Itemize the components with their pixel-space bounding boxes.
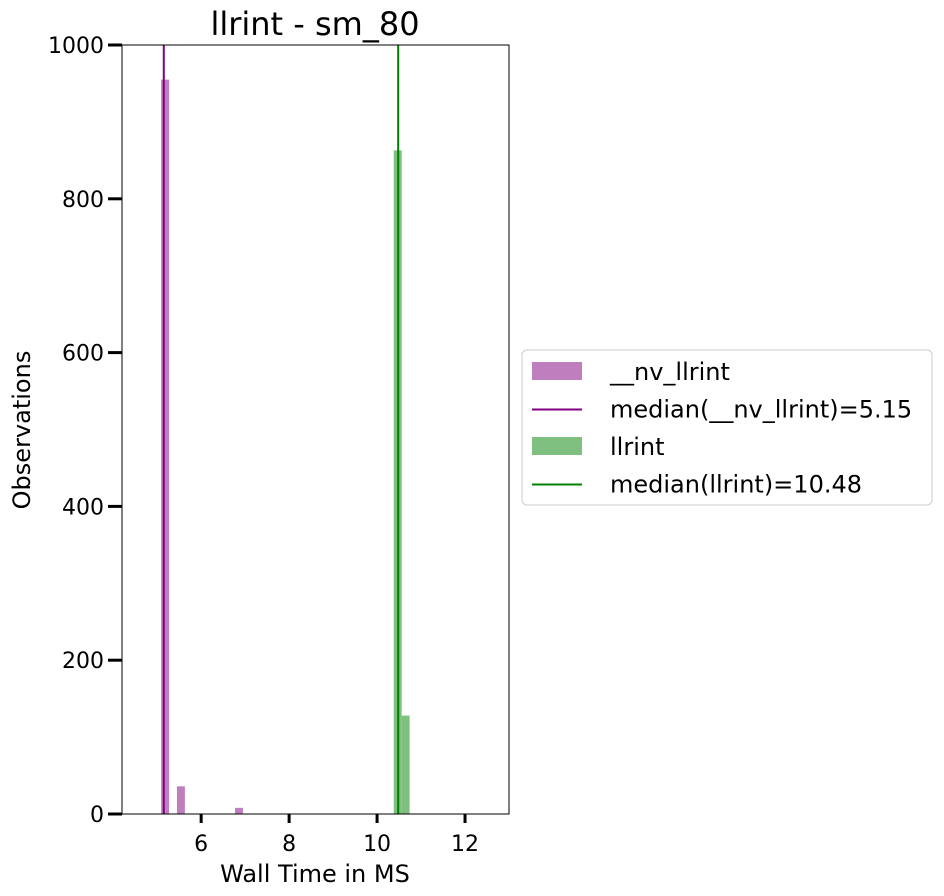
histogram-bar-nv-llrint bbox=[161, 79, 170, 815]
legend-label: llrint bbox=[610, 433, 665, 461]
x-tick-label: 10 bbox=[363, 832, 391, 857]
histogram-bar-nv-llrint bbox=[176, 786, 185, 814]
plot-frame bbox=[121, 44, 510, 815]
legend-label: __nv_llrint bbox=[609, 358, 730, 386]
y-tick-label: 200 bbox=[62, 649, 104, 674]
x-tick-label: 12 bbox=[451, 832, 479, 857]
x-axis-label: Wall Time in MS bbox=[220, 860, 410, 888]
y-tick-label: 400 bbox=[62, 495, 104, 520]
histogram-bar-nv-llrint bbox=[235, 807, 243, 814]
y-tick-label: 1000 bbox=[48, 34, 104, 59]
legend: __nv_llrint median(__nv_llrint)=5.15llrin… bbox=[521, 349, 933, 506]
y-tick-label: 0 bbox=[90, 803, 104, 828]
legend-swatch bbox=[532, 362, 582, 380]
plot-area bbox=[161, 45, 410, 815]
legend-swatch bbox=[532, 437, 582, 455]
legend-box bbox=[521, 349, 933, 506]
y-tick-label: 600 bbox=[62, 342, 104, 367]
y-axis: 0 200 400 600 800 1000 bbox=[48, 34, 122, 828]
legend-label: median(__nv_llrint)=5.15 bbox=[610, 396, 912, 424]
histogram-bar-llrint bbox=[401, 715, 410, 814]
legend-label: median(llrint)=10.48 bbox=[610, 471, 862, 499]
y-axis-label: Observations bbox=[8, 351, 36, 510]
x-tick-label: 8 bbox=[282, 832, 296, 857]
x-tick-label: 6 bbox=[194, 832, 208, 857]
x-axis: 6 8 10 12 bbox=[194, 814, 479, 857]
y-tick-label: 800 bbox=[62, 188, 104, 213]
chart-title: llrint - sm_80 bbox=[210, 5, 419, 43]
